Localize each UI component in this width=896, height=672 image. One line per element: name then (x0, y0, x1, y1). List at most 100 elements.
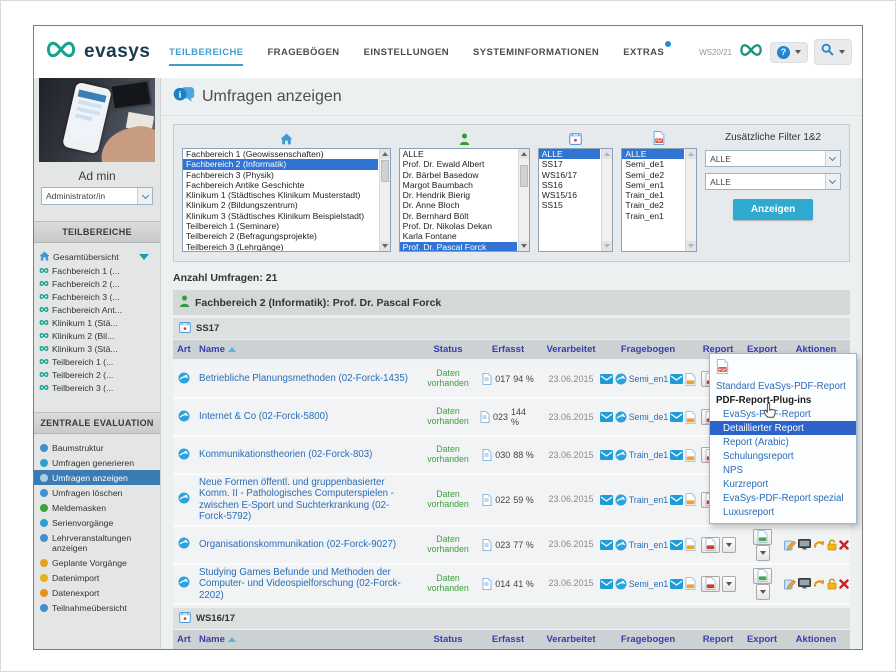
trainer-option[interactable]: Dr. Bernhard Bölt (400, 211, 517, 221)
csv-form-icon[interactable] (685, 449, 696, 462)
sheet-details-icon[interactable] (480, 411, 490, 423)
teilbereich-option[interactable]: Teilbereich 2 (Befragungsprojekte) (183, 231, 378, 241)
teilbereich-option[interactable]: Klinikum 2 (Bildungszentrum) (183, 200, 378, 210)
fragebogen-option[interactable]: Semi_de1 (622, 159, 684, 169)
nav-tab-einstellungen[interactable]: EINSTELLUNGEN (364, 43, 449, 62)
sheet-details-icon[interactable] (482, 449, 492, 461)
role-select[interactable]: Administrator/in (41, 187, 153, 205)
period-option[interactable]: SS17 (539, 159, 601, 169)
questionnaire-link[interactable]: Semi_en1 (629, 374, 669, 384)
questionnaire-link[interactable]: Train_de1 (629, 450, 668, 460)
teilbereich-option[interactable]: Fachbereich 3 (Physik) (183, 170, 378, 180)
edit-icon[interactable] (784, 539, 796, 551)
csv-form-icon[interactable] (685, 411, 696, 424)
sidebar-item-teilnahme-bersicht[interactable]: Teilnahmeübersicht (34, 600, 160, 615)
sheet-details-icon[interactable] (482, 494, 492, 506)
fragebogen-option[interactable]: Train_en1 (622, 211, 684, 221)
sidebar-item-datenexport[interactable]: Datenexport (34, 585, 160, 600)
sidebar-item-umfragen-generieren[interactable]: Umfragen generieren (34, 455, 160, 470)
mail-icon[interactable] (670, 540, 683, 550)
teilbereich-option[interactable]: Teilbereich 1 (Seminare) (183, 221, 378, 231)
fragebogen-listbox[interactable]: ALLESemi_de1Semi_de2Semi_en1Train_de1Tra… (621, 148, 697, 252)
trainer-option[interactable]: Dr. Hendrik Bierig (400, 190, 517, 200)
mail-icon[interactable] (670, 450, 683, 460)
display-icon[interactable] (798, 578, 811, 589)
scrollbar[interactable] (601, 149, 612, 251)
scroll-down-arrow[interactable] (380, 241, 390, 251)
fragebogen-option[interactable]: Semi_de2 (622, 170, 684, 180)
sidebar-item-serienvorg-nge[interactable]: Serienvorgänge (34, 515, 160, 530)
period-option[interactable]: WS15/16 (539, 190, 601, 200)
mail-icon[interactable] (600, 540, 613, 550)
scroll-down-arrow[interactable] (602, 241, 612, 251)
lock-icon[interactable] (827, 539, 837, 551)
pdf-report-button[interactable] (701, 537, 720, 553)
evasys-logo[interactable]: evasys (34, 39, 161, 65)
csv-form-icon[interactable] (685, 493, 696, 506)
csv-export-button[interactable] (753, 529, 772, 545)
sidebar-item-meldemasken[interactable]: Meldemasken (34, 500, 160, 515)
reset-icon[interactable] (813, 578, 825, 589)
scroll-thumb[interactable] (381, 160, 389, 182)
csv-export-button[interactable] (753, 568, 772, 584)
trainer-option[interactable]: Prof. Dr. Nikolas Dekan (400, 221, 517, 231)
sidebar-item-fachbereich-3[interactable]: Fachbereich 3 (... (37, 290, 157, 303)
sheet-details-icon[interactable] (482, 539, 492, 551)
fragebogen-option[interactable]: ALLE (622, 149, 684, 159)
search-menu-button[interactable] (814, 39, 852, 65)
menu-item-schulungsreport[interactable]: Schulungsreport (710, 449, 856, 463)
sidebar-item-baumstruktur[interactable]: Baumstruktur (34, 440, 160, 455)
sidebar-item-umfragen-anzeigen[interactable]: Umfragen anzeigen (34, 470, 160, 485)
menu-item-detaillierter-report[interactable]: Detaillierter Report (710, 421, 856, 435)
mail-icon[interactable] (600, 495, 613, 505)
extra-filter-1-select[interactable]: ALLE (705, 150, 841, 167)
mail-icon[interactable] (670, 495, 683, 505)
sidebar-item-geplante-vorg-nge[interactable]: Geplante Vorgänge (34, 555, 160, 570)
menu-item-kurzreport[interactable]: Kurzreport (710, 477, 856, 491)
survey-name-link[interactable]: Organisationskommunikation (02-Forck-902… (199, 539, 396, 550)
nav-tab-teilbereiche[interactable]: TEILBEREICHE (169, 43, 243, 62)
trainer-listbox[interactable]: ALLEProf. Dr. Ewald AlbertDr. Bärbel Bas… (399, 148, 530, 252)
mail-icon[interactable] (600, 412, 613, 422)
mail-icon[interactable] (670, 374, 683, 384)
delete-icon[interactable] (839, 579, 849, 589)
menu-item-evasys-pdf-report[interactable]: EvaSys-PDF-Report (710, 407, 856, 421)
period-option[interactable]: SS15 (539, 200, 601, 210)
edit-icon[interactable] (784, 578, 796, 590)
scroll-down-arrow[interactable] (686, 241, 696, 251)
scrollbar[interactable] (685, 149, 696, 251)
reset-icon[interactable] (813, 539, 825, 550)
period-option[interactable]: WS16/17 (539, 170, 601, 180)
help-menu-button[interactable]: ? (770, 42, 808, 63)
survey-name-link[interactable]: Neue Formen öffentl. und gruppenbasierte… (199, 477, 416, 523)
questionnaire-link[interactable]: Semi_en1 (629, 579, 669, 589)
scroll-up-arrow[interactable] (380, 149, 390, 159)
pdf-report-button[interactable] (701, 576, 720, 592)
teilbereich-option[interactable]: Fachbereich 1 (Geowissenschaften) (183, 149, 378, 159)
extra-filter-2-select[interactable]: ALLE (705, 173, 841, 190)
sidebar-item-lehrveranstaltungen-anzeigen[interactable]: Lehrveranstaltungen anzeigen (34, 530, 160, 555)
sidebar-item-umfragen-l-schen[interactable]: Umfragen löschen (34, 485, 160, 500)
fragebogen-option[interactable]: Train_de2 (622, 200, 684, 210)
scroll-up-arrow[interactable] (519, 149, 529, 159)
scroll-thumb[interactable] (520, 165, 528, 187)
period-listbox[interactable]: ALLESS17WS16/17SS16WS15/16SS15 (538, 148, 614, 252)
fragebogen-option[interactable]: Train_de1 (622, 190, 684, 200)
mail-icon[interactable] (670, 412, 683, 422)
trainer-option[interactable]: Dr. Anne Bloch (400, 200, 517, 210)
export-menu-button[interactable] (756, 545, 770, 561)
teilbereich-option[interactable]: Fachbereich Antike Geschichte (183, 180, 378, 190)
period-option[interactable]: ALLE (539, 149, 601, 159)
trainer-option[interactable]: Prof. Dr. Ewald Albert (400, 159, 517, 169)
menu-item-luxusreport[interactable]: Luxusreport (710, 505, 856, 519)
questionnaire-link[interactable]: Train_en1 (629, 495, 668, 505)
sheet-details-icon[interactable] (482, 578, 492, 590)
col-header-name[interactable]: Name (195, 340, 420, 361)
trainer-option[interactable]: Karla Fontane (400, 231, 517, 241)
menu-item-nps[interactable]: NPS (710, 463, 856, 477)
survey-name-link[interactable]: Internet & Co (02-Forck-5800) (199, 411, 328, 422)
sidebar-item-teilbereich-2[interactable]: Teilbereich 2 (... (37, 368, 157, 381)
menu-item-standard-report[interactable]: Standard EvaSys-PDF-Report (710, 380, 856, 394)
teilbereich-option[interactable]: Klinikum 3 (Städtisches Klinikum Beispie… (183, 211, 378, 221)
sidebar-item-gesamtuebersicht[interactable]: Gesamtübersicht (37, 249, 157, 264)
